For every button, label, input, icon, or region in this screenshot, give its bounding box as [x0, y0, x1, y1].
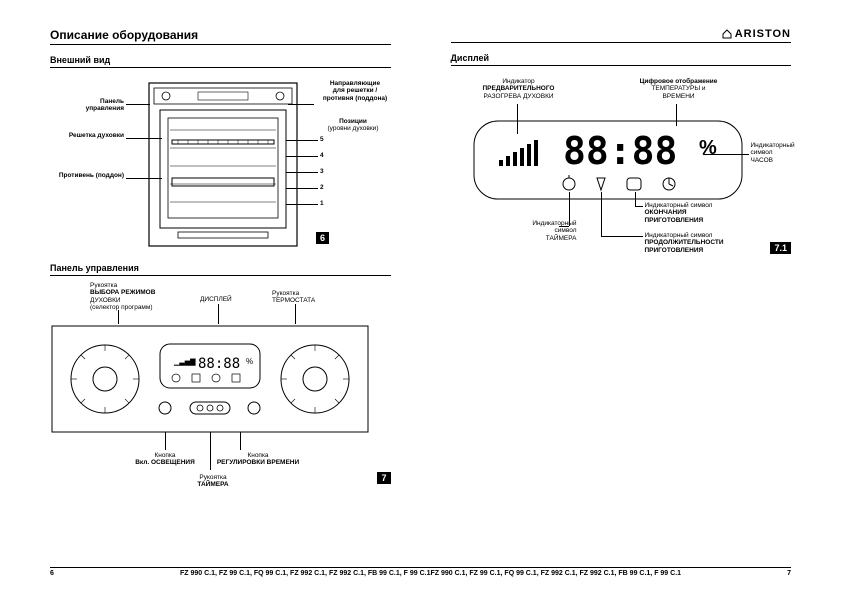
label-display: ДИСПЛЕЙ [200, 296, 232, 303]
label-timer: Индикаторный символ ТАЙМЕРА [507, 220, 577, 242]
models-left: FZ 990 C.1, FZ 99 C.1, FQ 99 C.1, FZ 992… [180, 570, 431, 577]
label-digital: Цифровое отображение ТЕМПЕРАТУРЫ и ВРЕМЕ… [619, 78, 739, 100]
page-num-right: 7 [787, 570, 791, 577]
label-timer-knob: Рукоятка ТАЙМЕРА [178, 474, 248, 489]
page-heading-right: ARISTON [451, 28, 792, 43]
section-exterior: Внешний вид [50, 55, 391, 68]
section-panel: Панель управления [50, 263, 391, 276]
footer-right: FZ 990 C.1, FZ 99 C.1, FQ 99 C.1, FZ 992… [431, 567, 792, 577]
house-icon [722, 29, 732, 39]
svg-text:%: % [699, 137, 717, 159]
section-display: Дисплей [451, 53, 792, 66]
label-mode-knob: Рукоятка ВЫБОРА РЕЖИМОВ ДУХОВКИ (селекто… [90, 282, 180, 312]
label-clock: Индикаторный символ ЧАСОВ [751, 142, 821, 164]
page-num-left: 6 [50, 570, 54, 577]
label-duration: Индикаторный символ ПРОДОЛЖИТЕЛЬНОСТИ ПР… [645, 232, 775, 254]
level-5: 5 [320, 136, 324, 143]
svg-text:88:88: 88:88 [198, 356, 240, 372]
label-oven-rack: Решетка духовки [68, 132, 124, 139]
control-panel-diagram: ▁▃▅▇ 88:88 % [50, 324, 370, 434]
callout-6: 6 [316, 232, 329, 244]
level-2: 2 [320, 184, 324, 191]
oven-diagram [148, 82, 298, 247]
brand: ARISTON [722, 28, 791, 40]
svg-text:88:88: 88:88 [563, 129, 677, 173]
title: Описание оборудования [50, 28, 198, 42]
page-heading: Описание оборудования [50, 28, 391, 45]
level-1: 1 [320, 200, 324, 207]
svg-text:%: % [246, 357, 253, 366]
svg-text:▁▃▅▇: ▁▃▅▇ [173, 358, 196, 366]
callout-7: 7 [377, 472, 390, 484]
label-guides: Направляющие для решетки / противня (под… [305, 80, 405, 102]
label-time-adjust: Кнопка РЕГУЛИРОВКИ ВРЕМЕНИ [198, 452, 318, 467]
footer-left: 6 FZ 990 C.1, FZ 99 C.1, FQ 99 C.1, FZ 9… [50, 567, 431, 577]
level-4: 4 [320, 152, 324, 159]
label-preheat: Индикатор ПРЕДВАРИТЕЛЬНОГО РАЗОГРЕВА ДУХ… [459, 78, 579, 100]
label-tray: Противень (поддон) [54, 172, 124, 179]
callout-7-1: 7.1 [770, 242, 791, 254]
label-thermostat: Рукоятка ТЕРМОСТАТА [272, 290, 332, 305]
label-end: Индикаторный символ ОКОНЧАНИЯ ПРИГОТОВЛЕ… [645, 202, 765, 224]
models-right: FZ 990 C.1, FZ 99 C.1, FQ 99 C.1, FZ 992… [431, 570, 682, 577]
label-positions: Позиции (уровни духовки) [308, 118, 398, 133]
label-control-panel: Панель управления [68, 98, 124, 113]
level-3: 3 [320, 168, 324, 175]
